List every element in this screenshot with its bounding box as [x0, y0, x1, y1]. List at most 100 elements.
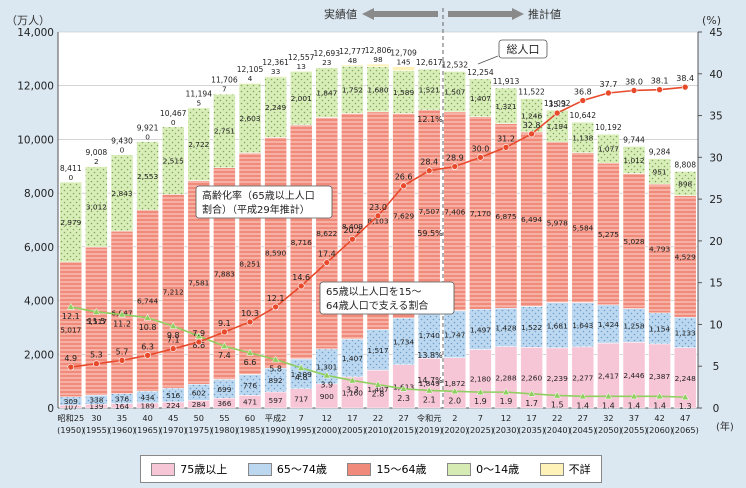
- support-ratio-point: [476, 388, 485, 395]
- bar-total-label: 12,806: [365, 46, 392, 55]
- bar-65to74-label: 1,517: [367, 346, 388, 355]
- support-line2: 64歳人口で支える割合: [326, 299, 428, 312]
- aging-rate-value-label: 7.1: [167, 336, 180, 345]
- support-ratio-point: [220, 342, 229, 350]
- total-population-callout: 総人口: [477, 39, 548, 65]
- y-tick-label: 0: [47, 403, 54, 415]
- bar-0to14: [494, 87, 518, 124]
- bar-total-label: 11,706: [211, 76, 238, 85]
- y2-tick-label: 15: [709, 278, 722, 290]
- legend-item-unknown: 不詳: [539, 461, 591, 477]
- bar-total-label: 10,642: [570, 111, 597, 120]
- bar-0to14-label: 1,507: [444, 88, 465, 97]
- aging-rate-point: [528, 130, 535, 138]
- bar-total-label: 12,709: [390, 49, 417, 58]
- support-ratio-value-label: 1.4: [628, 401, 641, 410]
- bar-15to64-label: 6,494: [521, 215, 542, 224]
- support-ratio-value-label: 1.3: [679, 402, 692, 411]
- callout-leader: [477, 55, 499, 65]
- bar-total-label: 12,693: [314, 49, 341, 58]
- aging-rate-point: [656, 86, 663, 93]
- bar-75plus-label: 1,872: [444, 379, 465, 388]
- bar-15to64-label: 6,744: [137, 297, 158, 306]
- aging-rate-line1: 高齢化率（65歳以上人口: [202, 189, 315, 202]
- bar-0to14-label: 1,680: [367, 85, 388, 94]
- bar-0to14-label: 1,012: [623, 156, 644, 165]
- bar-0to14: [59, 181, 83, 263]
- x-tick-label: 55: [219, 413, 229, 423]
- aging-rate-point: [425, 167, 433, 175]
- bar-0to14-label: 2,843: [111, 189, 132, 198]
- x-tick-sublabel: (2019): [416, 425, 443, 435]
- bar-group: 2,387 1,154 4,793 951 9,284: [648, 148, 671, 409]
- callout-box: [498, 39, 548, 59]
- bar-unknown-label: 145: [397, 58, 411, 67]
- bar-65to74-label: 1,407: [342, 354, 363, 363]
- bar-unknown-label: 98: [373, 55, 383, 64]
- aging-rate-value-label: 26.6: [395, 173, 413, 182]
- bar-0to14-label: 1,589: [393, 88, 414, 97]
- y-tick-label: 2,000: [24, 349, 54, 361]
- bar-75plus-label: 1,407: [367, 385, 388, 394]
- actual-label: 実績値: [324, 7, 357, 21]
- bar-0to14-label: 2,722: [188, 140, 209, 149]
- bar-75plus-label: 1,160: [342, 388, 363, 397]
- x-tick-sublabel: (2025): [467, 425, 494, 435]
- support-ratio-point: [578, 392, 587, 400]
- x-tick-label: 35: [117, 413, 127, 423]
- bar-15to64-label: 5,028: [623, 237, 644, 246]
- support-ratio-value-label: 1.9: [500, 397, 513, 406]
- bar-total-label: 11,092: [544, 99, 571, 108]
- bar-total-label: 11,913: [493, 77, 520, 86]
- bar-0to14: [161, 126, 185, 195]
- bar-65to74-label: 1,522: [521, 323, 542, 332]
- legend-item-65to74: 65～74歳: [247, 461, 327, 477]
- aging-rate-value-label: 5.7: [116, 347, 129, 356]
- bar-0to14-label: 3,012: [86, 203, 107, 212]
- x-tick-label: 42: [654, 413, 664, 423]
- aging-rate-point: [681, 83, 689, 91]
- bar-0to14-label: 2,751: [214, 127, 235, 136]
- bar-total-label: 12,777: [339, 47, 366, 56]
- aging-rate-value-label: 30.0: [471, 144, 489, 153]
- bar-total-label: 12,557: [288, 53, 315, 62]
- bar-75plus-label: 284: [192, 400, 206, 409]
- support-ratio-value-label: 1.9: [474, 397, 487, 406]
- bar-75plus-label: 2,446: [623, 371, 644, 380]
- x-tick-sublabel: (2055): [620, 425, 647, 435]
- bar-unknown-label: 2: [94, 157, 99, 166]
- bar-unknown: [238, 82, 262, 84]
- aging-rate-point: [374, 212, 382, 220]
- bar-unknown-label: 0: [171, 118, 176, 127]
- legend: 75歳以上 65～74歳 15～64歳 0～14歳 不詳: [140, 455, 602, 483]
- x-tick-sublabel: (1965): [134, 425, 161, 435]
- y-tick-label: 10,000: [17, 134, 54, 146]
- bar-group: 2,239 1,681 5,978 1,194 11,092: [544, 99, 571, 409]
- bar-group: 2,277 1,643 5,584 1,138 10,642: [570, 111, 597, 409]
- x-tick-sublabel: (2040): [544, 425, 571, 435]
- bar-65to74-label: 1,497: [470, 325, 491, 334]
- aging-rate-value-label: 38.0: [625, 77, 643, 86]
- support-ratio-value-label: 11.2: [113, 319, 131, 328]
- bar-group: 366 699 7,883 2,751 711,706: [211, 76, 238, 409]
- aging-rate-point: [400, 182, 407, 190]
- aging-rate-value-label: 6.3: [141, 342, 154, 351]
- x-tick-sublabel: (2035): [518, 425, 545, 435]
- x-tick-sublabel: (1955): [83, 425, 110, 435]
- aging-rate-point: [502, 144, 510, 151]
- bar-65to74-label: 1,747: [444, 330, 465, 339]
- support-ratio-point: [604, 392, 613, 400]
- bar-unknown-label: 33: [271, 67, 281, 76]
- aging-rate-value-label: 14.6: [292, 273, 310, 282]
- aging-rate-value-label: 9.1: [218, 319, 231, 328]
- support-ratio-point: [271, 355, 280, 363]
- bar-unknown: [213, 93, 236, 95]
- support-ratio-point: [425, 386, 434, 394]
- bar-75plus-label: 2,180: [470, 375, 491, 384]
- bar-0to14-label: 2,979: [60, 218, 81, 227]
- y2-tick-label: 10: [709, 319, 722, 331]
- bar-75plus-label: 471: [243, 398, 257, 407]
- x-tick-sublabel: (2005): [339, 425, 366, 435]
